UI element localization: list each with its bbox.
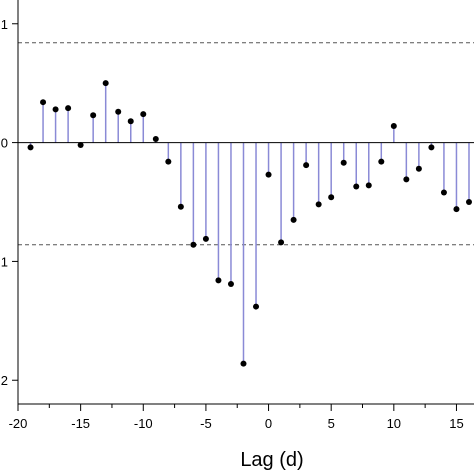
stem-point	[240, 360, 247, 367]
stem-point	[27, 144, 34, 151]
y-tick-label: 1	[1, 254, 8, 269]
stem-point	[152, 136, 159, 143]
stem-point	[353, 183, 360, 190]
stem-point	[265, 171, 272, 178]
x-tick-label: 0	[265, 416, 272, 431]
x-axis-label: Lag (d)	[240, 449, 303, 471]
stem-point	[202, 235, 209, 242]
stem-point	[303, 162, 310, 169]
confidence-bounds	[18, 42, 474, 246]
stem-point	[227, 280, 234, 287]
stem-point	[440, 189, 447, 196]
stem-point	[177, 203, 184, 210]
stem-point	[278, 239, 285, 246]
x-tick-label: -10	[134, 416, 153, 431]
y-axis-ticks: 1 0 1 2	[1, 17, 18, 388]
x-tick-label: -15	[71, 416, 90, 431]
stem-point	[165, 158, 172, 165]
stem-point	[315, 201, 322, 208]
stem-point	[127, 118, 134, 125]
x-axis-ticks: -20 -15 -10 -5 0 5 10 15	[9, 404, 464, 431]
stem-point	[52, 106, 59, 113]
stem-point	[378, 158, 385, 165]
stem-point	[140, 111, 147, 118]
stem-point	[403, 176, 410, 183]
axes	[17, 0, 474, 405]
stem-point	[390, 122, 397, 129]
stem-point	[428, 144, 435, 151]
x-tick-label: -20	[9, 416, 28, 431]
stems-group	[27, 80, 472, 367]
stem-point	[415, 165, 422, 172]
stem-point	[465, 199, 472, 205]
y-tick-label: 1	[1, 17, 8, 32]
stem-point	[215, 277, 222, 284]
stem-point	[102, 80, 109, 87]
stem-point	[365, 182, 372, 189]
stem-point	[253, 303, 260, 310]
x-tick-label: -5	[200, 416, 212, 431]
y-tick-label: 0	[1, 136, 8, 151]
x-tick-label: 15	[449, 416, 463, 431]
stem-point	[65, 105, 72, 112]
stem-point	[328, 194, 335, 201]
stem-point	[77, 141, 84, 148]
stem-point	[190, 241, 197, 248]
stem-point	[453, 206, 460, 213]
stem-point	[340, 159, 347, 166]
stem-point	[115, 108, 122, 115]
x-tick-label: 10	[387, 416, 401, 431]
x-tick-label: 5	[328, 416, 335, 431]
stem-point	[290, 216, 297, 223]
stem-point	[90, 112, 97, 119]
y-tick-label: 2	[1, 373, 8, 388]
stem-point	[40, 99, 47, 106]
